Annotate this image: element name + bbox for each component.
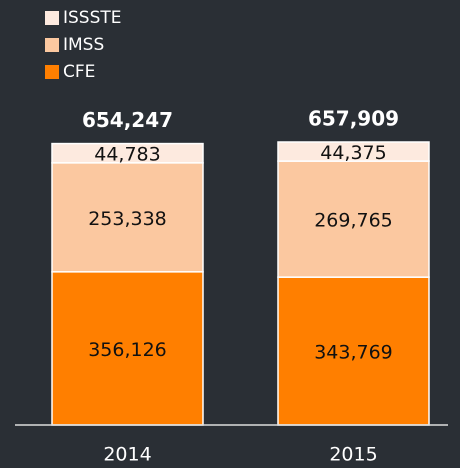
value-label: 44,375: [320, 142, 386, 164]
value-label: 269,765: [314, 210, 393, 232]
value-label: 343,769: [314, 342, 393, 364]
legend-label: IMSS: [63, 35, 104, 55]
legend-swatch: [45, 38, 59, 52]
value-label: 356,126: [88, 339, 167, 361]
total-label: 654,247: [82, 108, 173, 132]
bar-segment: [51, 271, 204, 426]
x-tick-label: 2015: [329, 444, 377, 466]
x-tick-label: 2014: [103, 444, 151, 466]
legend-swatch: [45, 11, 59, 25]
bar-segment: [277, 276, 430, 426]
legend-label: CFE: [63, 62, 95, 82]
legend-label: ISSSTE: [63, 8, 122, 28]
bar-segment: [277, 141, 430, 162]
value-label: 44,783: [94, 144, 160, 166]
value-label: 253,338: [88, 208, 167, 230]
total-label: 657,909: [308, 107, 399, 131]
legend-swatch: [45, 65, 59, 79]
bar-segment: [51, 142, 204, 164]
